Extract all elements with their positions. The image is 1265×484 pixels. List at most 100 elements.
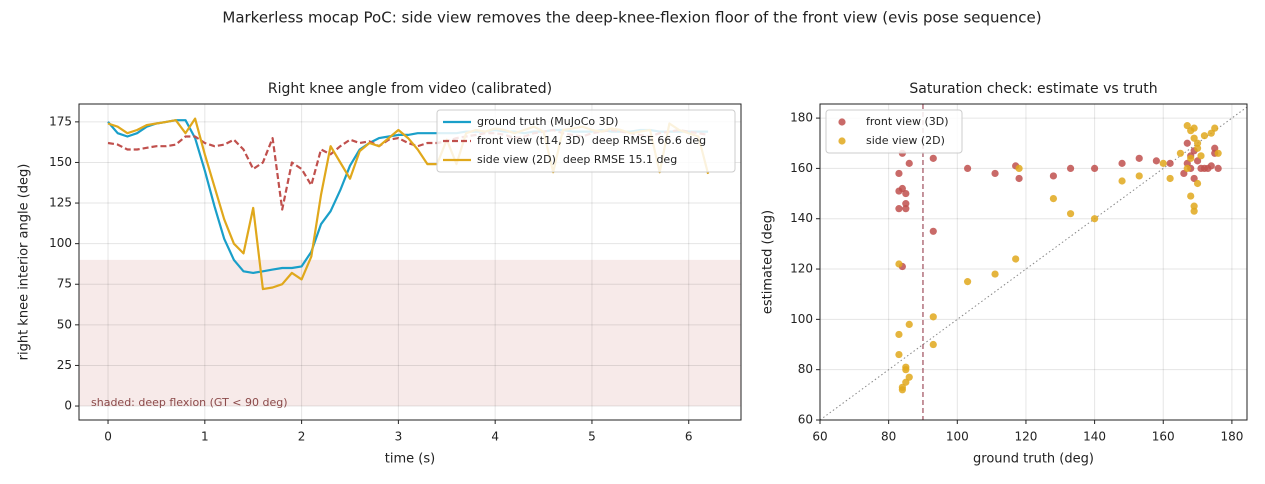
axes-title: Right knee angle from video (calibrated) [268, 81, 552, 97]
legend-label: side view (2D) [866, 134, 945, 147]
scatter-point [902, 205, 910, 213]
plot-area [79, 104, 741, 420]
scatter-point [895, 169, 903, 178]
scatter-point [902, 200, 910, 208]
shaded-band [79, 259, 741, 407]
x-tick-label: 120 [1014, 430, 1037, 444]
x-axis-label: ground truth (deg) [973, 452, 1094, 467]
annotation: shaded: deep flexion (GT < 90 deg) [91, 396, 288, 409]
y-tick-label: 75 [57, 277, 72, 291]
plot-area [820, 104, 1247, 420]
scatter-point [1183, 159, 1191, 167]
legend-label: ground truth (MuJoCo 3D) [477, 115, 618, 128]
x-tick-label: 100 [946, 430, 969, 444]
scatter-point [1197, 152, 1205, 160]
scatter-point [1190, 174, 1198, 183]
scatter-point [991, 270, 999, 278]
scatter-point [1135, 172, 1143, 180]
x-tick-label: 3 [395, 430, 403, 444]
y-tick-label: 25 [57, 358, 72, 372]
x-tick-label: 160 [1152, 430, 1175, 444]
x-tick-label: 60 [812, 430, 827, 444]
legend-label: front view (3D) [866, 115, 949, 128]
scatter-point [1211, 144, 1219, 152]
scatter-point [1166, 159, 1174, 167]
scatter-point [1015, 164, 1023, 173]
scatter-point [1183, 139, 1191, 147]
scatter-point [1193, 139, 1202, 147]
y-tick-label: 180 [790, 111, 813, 125]
scatter-point [1066, 164, 1075, 173]
scatter-point [1193, 157, 1202, 165]
y-axis-label: right knee interior angle (deg) [17, 164, 32, 361]
scatter-point [1190, 207, 1198, 215]
scatter-point [1012, 255, 1020, 263]
scatter-point [895, 330, 903, 339]
scatter-point [991, 169, 999, 178]
y-tick-label: 100 [49, 236, 72, 250]
legend-swatch [838, 137, 846, 145]
scatter-point [1135, 154, 1143, 162]
x-tick-label: 180 [1220, 430, 1243, 444]
scatter-point [1152, 157, 1160, 165]
scatter-point [1049, 194, 1058, 203]
y-tick-label: 125 [49, 196, 72, 210]
figure-title: Markerless mocap PoC: side view removes … [222, 9, 1041, 27]
x-tick-label: 0 [104, 430, 112, 444]
scatter-point [929, 227, 937, 235]
scatter-point [1118, 159, 1126, 167]
scatter-point [895, 350, 903, 359]
x-tick-label: 5 [588, 430, 596, 444]
y-tick-label: 160 [790, 161, 813, 175]
scatter-point [963, 278, 972, 286]
legend-box [825, 109, 963, 154]
scatter-point [1211, 124, 1219, 132]
axes-title: Saturation check: estimate vs truth [909, 81, 1157, 97]
scatter-point [929, 340, 937, 349]
x-tick-label: 80 [881, 430, 896, 444]
scatter-point [963, 164, 972, 173]
y-tick-label: 0 [64, 399, 72, 413]
x-tick-label: 1 [201, 430, 209, 444]
x-tick-label: 6 [685, 430, 693, 444]
y-tick-label: 175 [49, 114, 72, 128]
y-tick-label: 140 [790, 211, 813, 225]
y-tick-label: 120 [790, 262, 813, 276]
scatter-point [895, 205, 903, 213]
scatter-point [1193, 179, 1202, 188]
scatter-point [1159, 159, 1167, 167]
x-tick-label: 2 [298, 430, 306, 444]
x-tick-label: 4 [491, 430, 499, 444]
scatter-point [895, 260, 903, 268]
scatter-point [1190, 124, 1198, 132]
scatter-point [898, 383, 906, 391]
scatter-point [929, 313, 937, 321]
y-tick-label: 80 [798, 362, 813, 376]
axes-frame [78, 103, 742, 421]
scatter-point [905, 373, 913, 381]
y-tick-label: 150 [49, 155, 72, 169]
scatter-point [898, 184, 906, 193]
scatter-point [1090, 215, 1099, 223]
y-axis-label: estimated (deg) [761, 210, 776, 314]
scatter-point [1090, 164, 1099, 173]
legend-swatch [838, 118, 846, 126]
scatter-point [1183, 122, 1191, 130]
scatter-point [1193, 144, 1202, 152]
scatter-point [1214, 164, 1222, 173]
scatter-point [1214, 149, 1222, 157]
legend-label: front view (t14, 3D) deep RMSE 66.6 deg [477, 134, 706, 147]
identity-line [820, 106, 1247, 420]
axes-frame [819, 103, 1248, 421]
x-tick-label: 140 [1083, 430, 1106, 444]
scatter-point [1207, 129, 1215, 137]
y-tick-label: 60 [798, 413, 813, 427]
y-tick-label: 50 [57, 317, 72, 331]
y-tick-label: 100 [790, 312, 813, 326]
scatter-point [1200, 132, 1209, 140]
legend-label: side view (2D) deep RMSE 15.1 deg [477, 153, 677, 166]
scatter-point [1015, 174, 1023, 183]
scatter-point [1190, 202, 1198, 210]
scatter-point [1207, 162, 1215, 170]
